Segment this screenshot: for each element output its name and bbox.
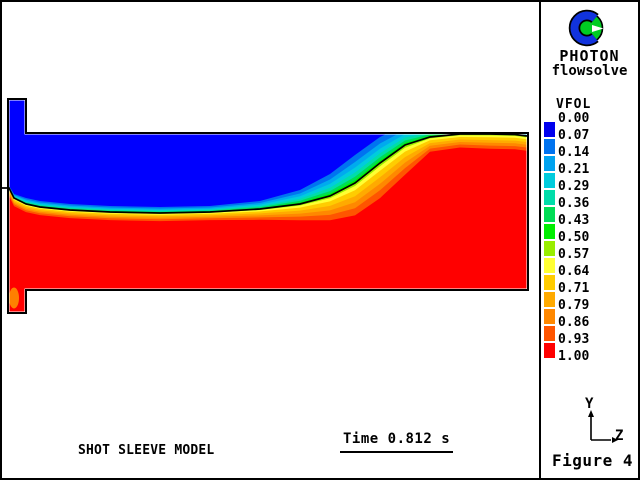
colorbar-tick-label: 0.00: [558, 111, 590, 126]
colorbar-tick-label: 0.07: [558, 128, 590, 143]
colorbar-tick-label: 0.43: [558, 213, 590, 228]
photon-logo-icon: [568, 9, 604, 47]
colorbar-swatch: [544, 258, 555, 273]
legend-panel: PHOTON flowsolve VFOL 0.00 0.07 0.14 0.21 0.…: [539, 2, 638, 478]
colorbar-swatch: [544, 207, 555, 222]
free-surface-contour: [2, 133, 528, 214]
colorbar-swatch: [544, 190, 555, 205]
colorbar-tick-label: 1.00: [558, 349, 590, 364]
figure-number: Figure 4: [552, 451, 634, 470]
colorbar-title: VFOL: [556, 97, 592, 112]
plot-title: SHOT SLEEVE MODEL: [78, 443, 215, 458]
colorbar-swatch: [544, 156, 555, 171]
colorbar-swatch: [544, 139, 555, 154]
axis-y-label: Y: [585, 396, 594, 412]
product-name: flowsolve: [551, 63, 628, 79]
colorbar-swatch: [544, 241, 555, 256]
axis-arrows-icon: [588, 410, 618, 443]
colorbar-tick-label: 0.50: [558, 230, 590, 245]
colorbar-swatch: [544, 224, 555, 239]
colorbar-swatch: [544, 275, 555, 290]
axis-z-label: Z: [615, 428, 624, 444]
colorbar-tick-label: 0.36: [558, 196, 590, 211]
vfol-field: [9, 100, 527, 312]
colorbar-tick-label: 0.29: [558, 179, 590, 194]
colorbar-tick-label: 0.21: [558, 162, 590, 177]
time-stamp: Time 0.812 s: [340, 431, 454, 453]
colorbar-tick-label: 0.86: [558, 315, 590, 330]
logo-c-shape: [570, 11, 598, 45]
sleeve-outline: [7, 98, 529, 314]
brand-name: PHOTON: [559, 47, 620, 65]
logo-notch: [592, 25, 604, 32]
colorbar-swatch: [544, 173, 555, 188]
colorbar: 0.00 0.07 0.14 0.21 0.29 0.36 0.43 0.50 0.57 0.64…: [541, 2, 638, 478]
colorbar-swatch: [544, 292, 555, 307]
colorbar-swatch: [544, 122, 555, 137]
colorbar-swatch: [544, 309, 555, 324]
colorbar-tick-label: 0.71: [558, 281, 590, 296]
colorbar-swatch: [544, 326, 555, 341]
colorbar-tick-label: 0.79: [558, 298, 590, 313]
colorbar-tick-label: 0.57: [558, 247, 590, 262]
colorbar-tick-label: 0.93: [558, 332, 590, 347]
colorbar-tick-label: 0.14: [558, 145, 590, 160]
colorbar-tick-label: 0.64: [558, 264, 590, 279]
colorbar-swatch: [544, 343, 555, 358]
model-plot: [2, 98, 529, 314]
splash-blob: [9, 287, 19, 309]
